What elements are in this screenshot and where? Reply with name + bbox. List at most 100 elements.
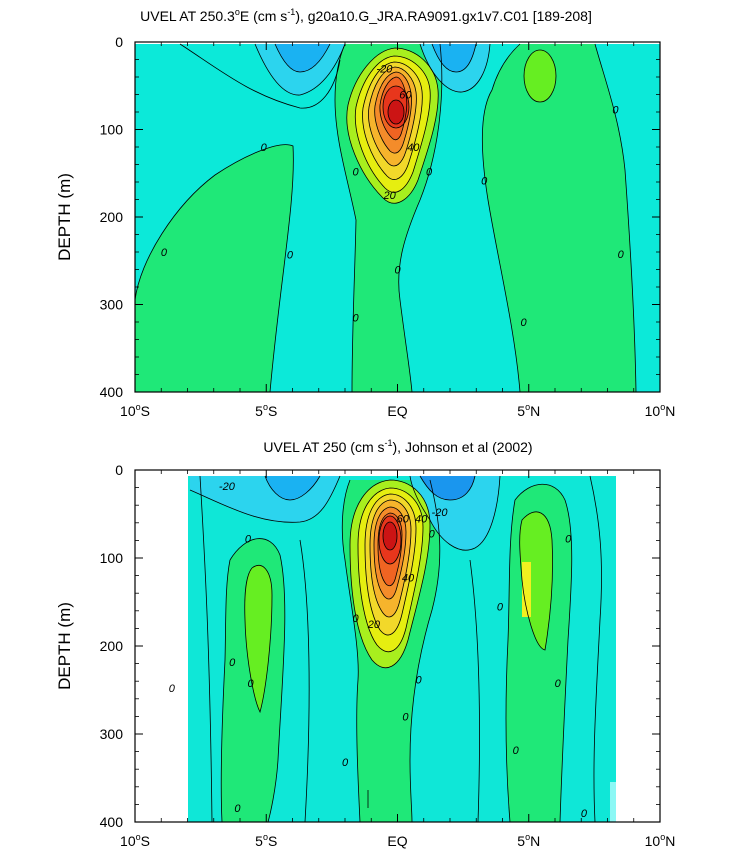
obs-x-tick-label: EQ: [387, 833, 407, 849]
model-contour-east-lobe-inner: [431, 43, 477, 73]
model-contour-label: 0: [287, 250, 294, 262]
model-contour-label: 0: [161, 247, 168, 259]
obs-contour-label: 0: [581, 808, 588, 820]
obs-y-tick-label: 400: [100, 814, 124, 830]
obs-contour-label: 0: [555, 678, 562, 690]
model-contour-euc-4: [368, 66, 417, 167]
obs-contour-mid-west: [299, 539, 310, 823]
model-contour-label: 0: [612, 104, 619, 116]
obs-contour-far-west: [199, 475, 213, 823]
model-y-tick-label: 300: [100, 297, 124, 313]
obs-contour-label: 0: [234, 803, 241, 815]
obs-contour-label: 0: [229, 657, 236, 669]
model-contour-lines: [134, 43, 637, 393]
model-panel-title: UVEL AT 250.3oE (cm s-1), g20a10.G_JRA.R…: [140, 7, 592, 24]
model-contour-eq-zero-east: [398, 43, 443, 393]
model-contour-label: 0: [520, 317, 527, 329]
obs-euc-peak: [383, 522, 397, 550]
obs-contour-label: 0: [247, 678, 254, 690]
obs-panel-title: UVEL AT 250 (cm s-1), Johnson et al (200…: [263, 438, 532, 455]
model-contour-north-zero-west: [482, 43, 521, 393]
obs-contour-west-band-w: [220, 559, 231, 823]
model-contour-label: 60: [399, 90, 412, 102]
obs-x-tick-label: 5oN: [517, 832, 540, 849]
model-contour-fill: [135, 44, 660, 392]
obs-x-tick-label: 5oS: [255, 832, 277, 849]
obs-contour-label: 40: [402, 572, 415, 584]
obs-contour-mid-east: [469, 559, 480, 823]
obs-contour-label: 0: [429, 528, 436, 540]
obs-contour-label: -20: [432, 507, 449, 519]
model-fill-neg-lobe-east-core: [432, 44, 476, 72]
obs-fill-west-core: [244, 565, 272, 712]
model-contour-euc-5: [374, 71, 412, 154]
obs-contour-neg-east-core: [419, 475, 476, 501]
obs-contour-label: 0: [169, 683, 176, 695]
obs-contour-label: 0: [415, 674, 422, 686]
model-contour-label: 0: [352, 167, 359, 179]
obs-contour-north-band-w: [505, 499, 516, 823]
model-y-tick-label: 0: [115, 34, 123, 50]
model-contour-west-lobe-inner: [274, 43, 331, 73]
obs-x-tick-label: 10oN: [645, 832, 676, 849]
obs-panel: UVEL AT 250 (cm s-1), Johnson et al (200…: [55, 438, 675, 849]
model-contour-label: 0: [394, 265, 401, 277]
obs-fill-north-core: [519, 511, 553, 650]
model-contour-euc-7: [382, 85, 410, 129]
model-contour-label: -20: [376, 63, 393, 75]
obs-contour-euc-4: [369, 499, 412, 618]
model-y-tick-label: 400: [100, 384, 124, 400]
obs-contour-euc-7: [378, 515, 402, 565]
obs-contour-eq-west: [341, 479, 361, 823]
obs-contour-euc-2: [357, 487, 424, 653]
model-contour-euc-1: [346, 47, 439, 204]
obs-contour-euc-6: [377, 512, 403, 587]
model-contour-label: 0: [352, 313, 359, 325]
model-contour-euc-3: [362, 61, 423, 180]
obs-contour-label: 0: [402, 711, 409, 723]
obs-contour-label: 60: [397, 513, 410, 525]
obs-contour-euc-3: [364, 493, 417, 636]
obs-contour-label: 0: [497, 601, 504, 613]
obs-contour-label: 0: [352, 613, 359, 625]
obs-y-tick-label: 300: [100, 726, 124, 742]
obs-contour-lines: [189, 475, 602, 823]
obs-y-tick-label: 200: [100, 638, 124, 654]
obs-contour-west-band: [229, 538, 286, 823]
obs-fill-no-data-corner: [610, 782, 618, 822]
model-x-tick-label: 5oS: [255, 402, 277, 419]
model-contour-west-lobe-outer: [179, 43, 341, 109]
obs-contour-north-band: [514, 483, 573, 823]
model-contour-label: 0: [426, 167, 433, 179]
obs-fill-neg-east-core: [420, 476, 475, 500]
obs-contour-euc-1: [349, 479, 431, 669]
obs-contour-label: -20: [219, 481, 236, 493]
obs-contour-north-core: [519, 511, 553, 651]
model-x-tick-label: EQ: [387, 403, 407, 419]
model-contour-south-zero: [134, 144, 294, 393]
model-panel: UVEL AT 250.3oE (cm s-1), g20a10.G_JRA.R…: [55, 7, 675, 419]
model-x-tick-label: 5oN: [517, 402, 540, 419]
obs-contour-euc-8: [382, 521, 398, 551]
obs-contour-label: 0: [513, 745, 520, 757]
obs-fill-neg-east: [410, 476, 500, 551]
model-y-tick-label: 100: [100, 122, 124, 138]
model-x-tick-label: 10oS: [120, 402, 150, 419]
model-contour-eq-zero: [334, 43, 357, 393]
obs-y-tick-label: 0: [115, 462, 123, 478]
model-contour-label: 40: [407, 142, 420, 154]
obs-contour-euc-5: [373, 506, 407, 600]
obs-contour-label: 20: [367, 619, 381, 631]
model-contour-north-core: [523, 49, 557, 103]
model-y-axis-label: DEPTH (m): [55, 173, 74, 261]
model-fill-neg-lobe-west-core: [275, 44, 330, 72]
model-contour-label: 0: [618, 249, 625, 261]
model-contour-north-zero-east: [594, 43, 637, 393]
obs-x-tick-label: 10oS: [120, 832, 150, 849]
model-contour-euc-2: [354, 55, 431, 193]
